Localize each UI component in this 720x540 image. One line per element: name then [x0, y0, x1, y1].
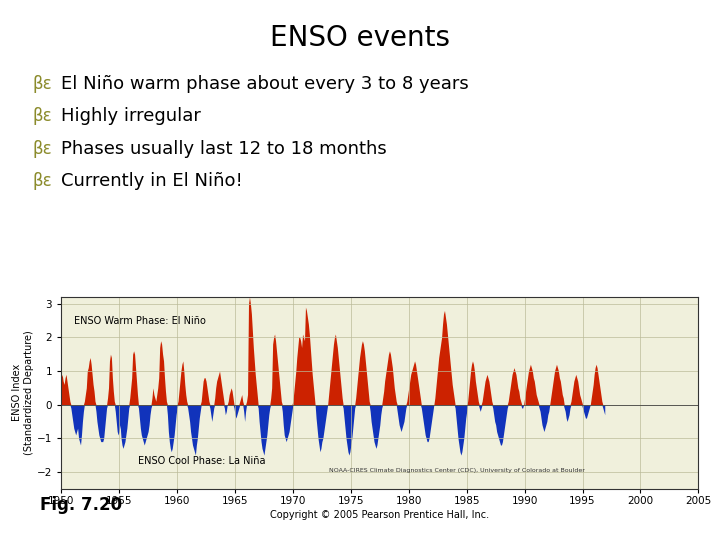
- Text: ENSO events: ENSO events: [270, 24, 450, 52]
- Text: βε: βε: [32, 75, 52, 93]
- Text: βε: βε: [32, 172, 52, 190]
- Text: βε: βε: [32, 107, 52, 125]
- Text: NOAA-CIRES Climate Diagnostics Center (CDC), University of Colorado at Boulder: NOAA-CIRES Climate Diagnostics Center (C…: [329, 468, 585, 474]
- Text: Currently in El Niño!: Currently in El Niño!: [61, 172, 243, 190]
- Text: ENSO Cool Phase: La Niña: ENSO Cool Phase: La Niña: [138, 456, 265, 465]
- Text: ENSO Warm Phase: El Niño: ENSO Warm Phase: El Niño: [74, 316, 206, 326]
- Text: Phases usually last 12 to 18 months: Phases usually last 12 to 18 months: [61, 139, 387, 158]
- Text: βε: βε: [32, 139, 52, 158]
- Text: Fig. 7.20: Fig. 7.20: [40, 496, 122, 514]
- X-axis label: Copyright © 2005 Pearson Prentice Hall, Inc.: Copyright © 2005 Pearson Prentice Hall, …: [270, 510, 490, 520]
- Y-axis label: ENSO Index
(Standardized Departure): ENSO Index (Standardized Departure): [12, 330, 34, 455]
- Text: Highly irregular: Highly irregular: [61, 107, 201, 125]
- Text: El Niño warm phase about every 3 to 8 years: El Niño warm phase about every 3 to 8 ye…: [61, 75, 469, 93]
